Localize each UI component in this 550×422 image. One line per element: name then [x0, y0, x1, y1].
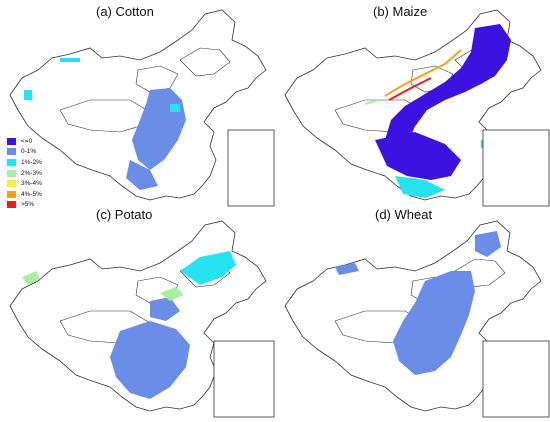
panel-title-wheat: (d) Wheat — [375, 207, 432, 222]
panel-potato: (c) Potato — [9, 207, 275, 418]
legend: <=0 0-1% 1%-2% 2%-3% 3%-4% 4%-5% >5% — [7, 136, 67, 210]
potato-high-change-area — [22, 251, 236, 301]
legend-label: 2%-3% — [21, 169, 42, 177]
cotton-minor-area — [24, 58, 180, 112]
legend-label: 4%-5% — [21, 190, 42, 198]
potato-production-area — [110, 297, 190, 399]
legend-label: >5% — [21, 201, 35, 209]
legend-swatch — [7, 169, 16, 177]
panel-title-cotton: (a) Cotton — [96, 4, 154, 19]
legend-item: 0-1% — [7, 147, 67, 158]
panel-title-potato: (c) Potato — [96, 207, 152, 222]
legend-swatch — [7, 158, 16, 166]
panel-maize: (b) Maize — [284, 4, 550, 207]
south-china-sea-inset — [482, 129, 550, 207]
maize-low-change-area — [375, 24, 511, 180]
legend-item: <=0 — [7, 136, 67, 147]
legend-swatch — [7, 180, 16, 188]
legend-item: 3%-4% — [7, 178, 67, 189]
panel-title-maize: (b) Maize — [373, 4, 427, 19]
legend-label: 1%-2% — [21, 158, 42, 166]
south-china-sea-inset — [482, 340, 550, 418]
south-china-sea-inset — [227, 129, 275, 207]
wheat-production-area — [335, 231, 501, 375]
legend-swatch — [7, 190, 16, 198]
legend-label: 3%-4% — [21, 180, 42, 188]
panel-cotton: (a) Cotton — [9, 4, 275, 207]
maize-high-change-area — [364, 49, 462, 105]
legend-item: >5% — [7, 200, 67, 211]
legend-label: <=0 — [21, 137, 33, 145]
legend-swatch — [7, 201, 16, 209]
legend-label: 0-1% — [21, 148, 37, 156]
south-china-sea-inset — [213, 340, 275, 418]
legend-item: 1%-2% — [7, 157, 67, 168]
legend-item: 4%-5% — [7, 189, 67, 200]
legend-swatch — [7, 137, 16, 145]
legend-item: 2%-3% — [7, 168, 67, 179]
legend-swatch — [7, 148, 16, 156]
panel-wheat: (d) Wheat — [284, 207, 550, 418]
